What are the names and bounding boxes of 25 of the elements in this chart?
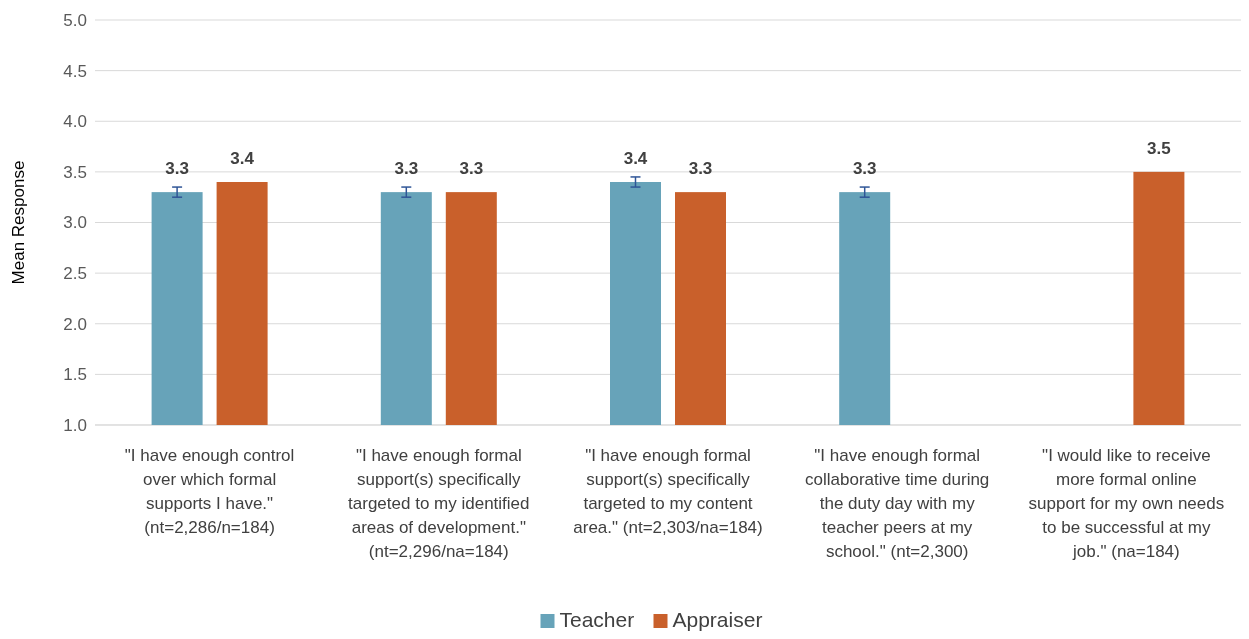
legend-label: Teacher — [559, 608, 635, 631]
y-tick-label: 4.5 — [63, 61, 87, 81]
y-tick-label: 5.0 — [63, 10, 87, 30]
y-tick-label: 1.5 — [63, 365, 87, 385]
x-tick-label: "I have enough formal support(s) specifically targeted to my content area." (nt=2,303/na=184) — [573, 446, 763, 537]
data-label: 3.3 — [459, 159, 484, 179]
y-tick-label: 2.5 — [63, 264, 87, 284]
x-tick-label: "I have enough formal support(s) specifically targeted to my identified areas of development." (nt=2,296/na=184) — [348, 446, 530, 561]
y-tick-label: 1.0 — [63, 415, 87, 435]
y-tick-label: 4.0 — [63, 112, 87, 132]
y-axis-title: Mean Response — [9, 160, 28, 285]
data-label: 3.3 — [165, 159, 189, 179]
data-label: 3.5 — [1147, 138, 1171, 158]
data-label: 3.3 — [394, 159, 419, 179]
y-tick-label: 3.5 — [63, 162, 87, 182]
x-tick-label: "I would like to receive more formal online support for my own needs to be successful at my job." (na=184) — [1028, 446, 1225, 561]
data-label: 3.3 — [688, 159, 713, 179]
data-label: 3.4 — [623, 149, 648, 168]
legend-label: Appraiser — [672, 608, 763, 631]
y-tick-label: 2.0 — [63, 314, 87, 334]
y-tick-label: 3.0 — [63, 213, 87, 233]
data-label: 3.3 — [852, 159, 877, 179]
x-tick-label: "I have enough control over which formal supports I have." (nt=2,286/n=184) — [124, 446, 295, 537]
data-label: 3.4 — [230, 149, 255, 168]
x-tick-label: "I have enough formal collaborative time during the duty day with my teacher peers at my school." (nt=2,300) — [805, 446, 990, 561]
